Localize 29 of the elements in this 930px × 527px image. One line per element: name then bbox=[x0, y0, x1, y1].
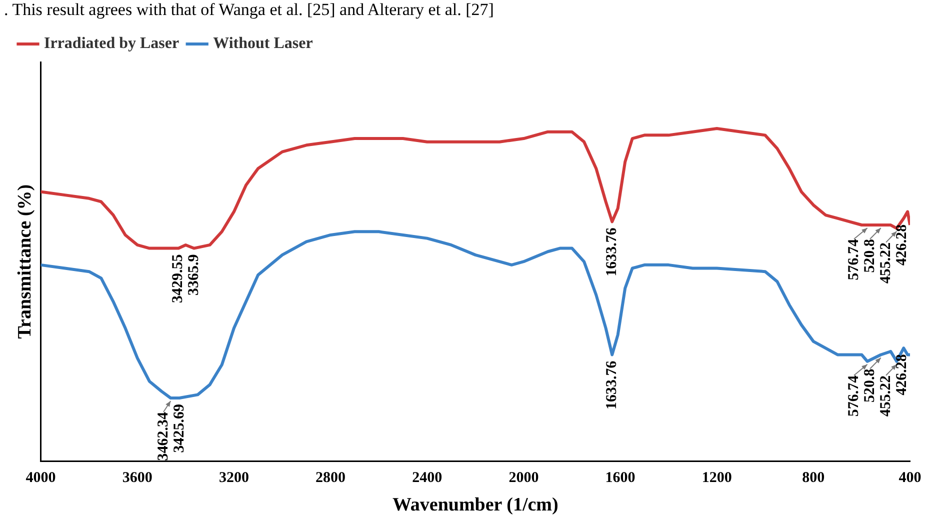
annotation: 3429.55 bbox=[170, 254, 186, 304]
annotation: 576.74 bbox=[846, 238, 862, 280]
annotation: 426.28 bbox=[894, 224, 910, 266]
text: . This result agrees with that of Wanga et al. [25] and Alterary et al. [27] bbox=[3, 0, 495, 20]
annotation: 3425.69 bbox=[171, 404, 188, 453]
x-tick-label: 4000 bbox=[26, 470, 56, 486]
x-tick-label: 2400 bbox=[412, 470, 442, 486]
annotation: 455.22 bbox=[878, 242, 894, 284]
annotation: 520.8 bbox=[862, 239, 878, 273]
annotation: 1633.76 bbox=[604, 360, 620, 410]
annotation: 426.28 bbox=[894, 354, 910, 396]
annotation: 576.74 bbox=[846, 374, 862, 417]
annotation: 1633.76 bbox=[604, 227, 620, 276]
x-tick-label: 2000 bbox=[508, 470, 539, 486]
x-tick-label: 3200 bbox=[218, 470, 249, 486]
annotation: 455.22 bbox=[878, 375, 894, 417]
legend-label: Without Laser bbox=[213, 35, 313, 52]
x-tick-label: 2800 bbox=[316, 470, 346, 486]
x-tick-label: 1200 bbox=[702, 470, 732, 486]
annotation: 3365.9 bbox=[186, 254, 202, 296]
x-tick-label: 400 bbox=[898, 470, 922, 486]
x-axis-title: Wavenumber (1/cm) bbox=[392, 494, 558, 516]
x-tick-label: 3600 bbox=[122, 470, 152, 486]
x-tick-label: 800 bbox=[802, 470, 825, 486]
y-axis-title: Transmittance (%) bbox=[14, 184, 36, 339]
annotation: 520.8 bbox=[862, 368, 878, 402]
annotation: 3462.34 bbox=[155, 411, 172, 461]
x-tick-label: 1600 bbox=[605, 470, 636, 486]
legend-label: Irradiated by Laser bbox=[44, 35, 180, 52]
